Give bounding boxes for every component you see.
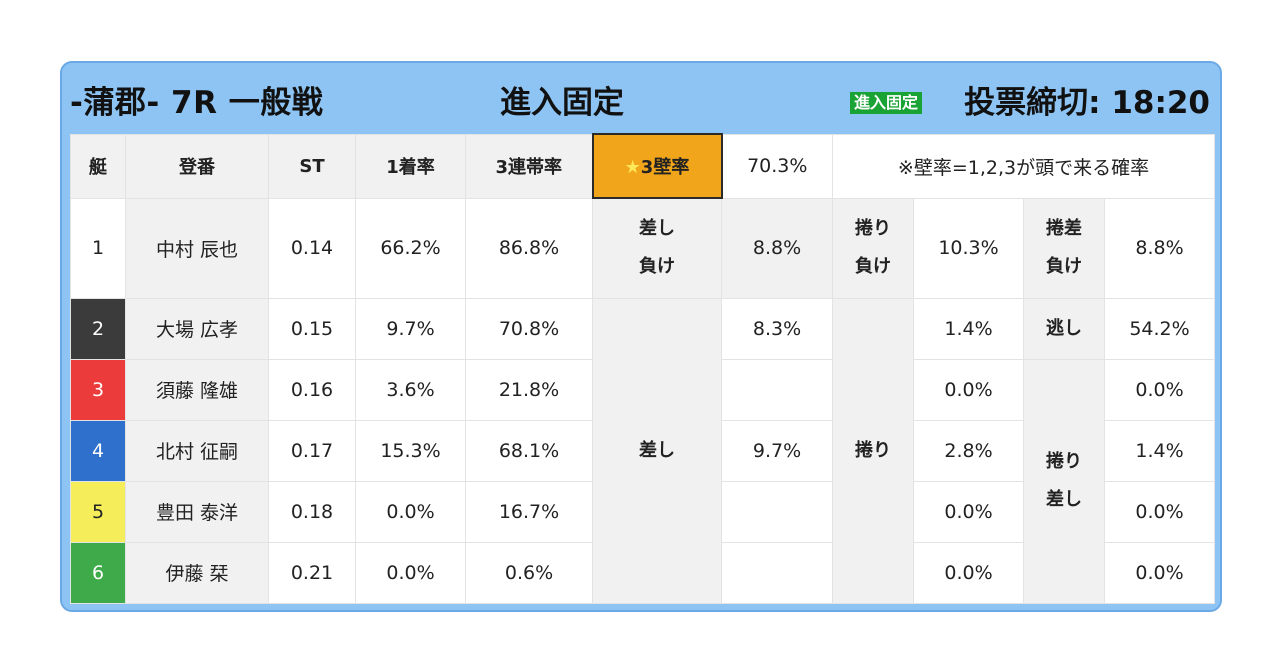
racer-st: 0.18 xyxy=(268,480,356,543)
sashi-value xyxy=(721,358,833,421)
racer-top3-rate: 86.8% xyxy=(465,197,593,299)
col-header-name: 登番 xyxy=(125,133,269,199)
racer-name: 須藤 隆雄 xyxy=(125,358,269,421)
table-row: 6 伊藤 栞 0.21 0.0% 0.6% 0.0% 0.0% xyxy=(70,541,1215,604)
nige-value: 54.2% xyxy=(1104,297,1215,360)
racer-first-rate: 0.0% xyxy=(355,480,466,543)
header-row: 艇 登番 ST 1着率 3連帯率 ★3壁率 70.3% ※壁率=1,2,3が頭で… xyxy=(70,133,1215,199)
sashi-value xyxy=(721,480,833,543)
wall-rate-value: 70.3% xyxy=(721,133,833,199)
lane-number: 6 xyxy=(70,541,126,604)
racer-stats-table: 艇 登番 ST 1着率 3連帯率 ★3壁率 70.3% ※壁率=1,2,3が頭で… xyxy=(70,133,1215,604)
sashi-make-value: 8.8% xyxy=(721,197,833,299)
wall-rate-label: 3壁率 xyxy=(640,157,690,178)
makuri-make-label: 捲り 負け xyxy=(832,197,914,299)
racer-st: 0.16 xyxy=(268,358,356,421)
racer-first-rate: 9.7% xyxy=(355,297,466,360)
sashi-value: 9.7% xyxy=(721,419,833,482)
col-header-top3-rate: 3連帯率 xyxy=(465,133,593,199)
col-header-lane: 艇 xyxy=(70,133,126,199)
racer-top3-rate: 16.7% xyxy=(465,480,593,543)
racer-name: 大場 広孝 xyxy=(125,297,269,360)
racer-first-rate: 15.3% xyxy=(355,419,466,482)
racer-top3-rate: 70.8% xyxy=(465,297,593,360)
racer-st: 0.21 xyxy=(268,541,356,604)
makurisashi-make-value: 8.8% xyxy=(1104,197,1215,299)
racer-first-rate: 66.2% xyxy=(355,197,466,299)
lane-number: 3 xyxy=(70,358,126,421)
table-row: 4 北村 征嗣 0.17 15.3% 68.1% 9.7% 2.8% 1.4% xyxy=(70,419,1215,482)
race-card: -蒲郡- 7R 一般戦 進入固定 進入固定 投票締切: 18:20 艇 登番 S… xyxy=(60,61,1222,612)
col-header-first-rate: 1着率 xyxy=(355,133,466,199)
table-row: 1 中村 辰也 0.14 66.2% 86.8% 差し 負け 8.8% 捲り 負け … xyxy=(70,197,1215,299)
col-header-st: ST xyxy=(268,133,356,199)
racer-top3-rate: 0.6% xyxy=(465,541,593,604)
table-row: 2 大場 広孝 0.15 9.7% 70.8% 差し 8.3% 捲り 1.4% … xyxy=(70,297,1215,604)
sashi-make-label: 差し 負け xyxy=(592,197,722,299)
lane-number: 4 xyxy=(70,419,126,482)
table-row: 3 須藤 隆雄 0.16 3.6% 21.8% 0.0% 捲り 差し 0.0% xyxy=(70,358,1215,604)
lane-number: 2 xyxy=(70,297,126,360)
makurisashi-value: 0.0% xyxy=(1104,358,1215,421)
makurisashi-value: 0.0% xyxy=(1104,541,1215,604)
sashi-value xyxy=(721,541,833,604)
makuri-make-value: 10.3% xyxy=(913,197,1024,299)
racer-name: 北村 征嗣 xyxy=(125,419,269,482)
racer-first-rate: 3.6% xyxy=(355,358,466,421)
wall-rate-note: ※壁率=1,2,3が頭で来る確率 xyxy=(832,133,1215,199)
table-row: 5 豊田 泰洋 0.18 0.0% 16.7% 0.0% 0.0% xyxy=(70,480,1215,543)
racer-top3-rate: 68.1% xyxy=(465,419,593,482)
makuri-value: 0.0% xyxy=(913,541,1024,604)
race-header: -蒲郡- 7R 一般戦 進入固定 進入固定 投票締切: 18:20 xyxy=(62,63,1220,133)
makurisashi-value: 0.0% xyxy=(1104,480,1215,543)
racer-top3-rate: 21.8% xyxy=(465,358,593,421)
wall-rate-header: ★3壁率 xyxy=(591,133,723,199)
makuri-value: 1.4% xyxy=(913,297,1024,360)
makuri-value: 2.8% xyxy=(913,419,1024,482)
makurisashi-value: 1.4% xyxy=(1104,419,1215,482)
entry-fixed-badge: 進入固定 xyxy=(850,92,923,114)
makuri-value: 0.0% xyxy=(913,480,1024,543)
venue-race-title: -蒲郡- 7R 一般戦 xyxy=(70,85,324,121)
makurisashi-label: 捲り 差し xyxy=(1023,358,1105,604)
nige-label: 逃し xyxy=(1023,297,1105,360)
racer-st: 0.14 xyxy=(268,197,356,299)
racer-first-rate: 0.0% xyxy=(355,541,466,604)
racer-name: 豊田 泰洋 xyxy=(125,480,269,543)
racer-name: 伊藤 栞 xyxy=(125,541,269,604)
racer-name: 中村 辰也 xyxy=(125,197,269,299)
sashi-label: 差し xyxy=(592,297,722,604)
makurisashi-make-label: 捲差 負け xyxy=(1023,197,1105,299)
sashi-value: 8.3% xyxy=(721,297,833,360)
racer-st: 0.15 xyxy=(268,297,356,360)
lane-number: 5 xyxy=(70,480,126,543)
lane-number: 1 xyxy=(70,197,126,299)
star-icon: ★ xyxy=(624,157,641,178)
makuri-value: 0.0% xyxy=(913,358,1024,421)
vote-deadline: 投票締切: 18:20 xyxy=(964,85,1210,121)
makuri-label: 捲り xyxy=(832,297,914,604)
racer-st: 0.17 xyxy=(268,419,356,482)
entry-fixed-title: 進入固定 xyxy=(500,85,624,121)
